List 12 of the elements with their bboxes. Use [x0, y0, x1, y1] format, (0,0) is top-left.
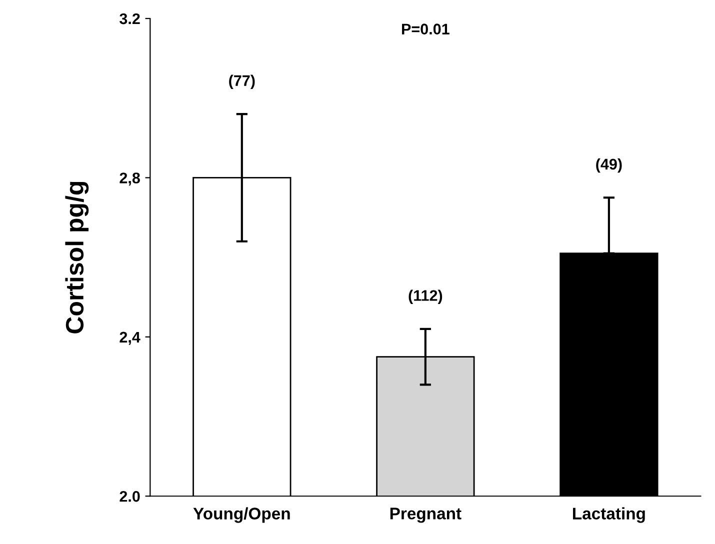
y-tick-label: 2,4	[120, 332, 140, 345]
y-tick-label: 2,8	[120, 172, 140, 186]
annotation: (112)	[408, 290, 442, 304]
annotation: P=0.01	[402, 24, 450, 34]
annotation: (49)	[596, 158, 622, 173]
y-axis-title: Cortisol pg/g	[65, 182, 89, 334]
x-tick-label: Pregnant	[390, 508, 462, 523]
y-tick-label: 2.0	[120, 490, 140, 502]
x-tick-label: Young/Open	[193, 507, 290, 523]
annotation: (77)	[229, 74, 255, 90]
y-tick-label: 3.2	[120, 13, 140, 24]
x-tick-label: Lactating	[573, 507, 645, 523]
